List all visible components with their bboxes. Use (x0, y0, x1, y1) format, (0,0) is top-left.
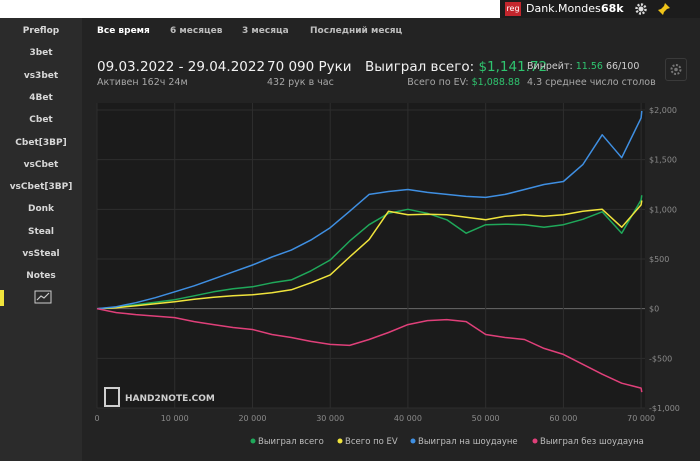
gear (670, 64, 682, 75)
won-total: Выиграл всего: $1,141.72 (365, 59, 547, 75)
hand-count: 68k (601, 2, 624, 15)
y-tick-label: $0 (649, 305, 659, 314)
x-tick-label: 70 000 (627, 414, 655, 423)
sidebar-item[interactable]: Cbet (29, 115, 53, 126)
x-tick-label: 30 000 (316, 414, 344, 423)
x-tick-label: 20 000 (238, 414, 266, 423)
user-name[interactable]: Dank.Mondes (526, 2, 601, 15)
icon-line (36, 292, 50, 301)
sidebar-item[interactable]: Steal (27, 226, 55, 237)
sidebar-item[interactable]: vsCbet (23, 159, 59, 170)
sidebar-item[interactable]: 3bet (29, 48, 53, 59)
y-tick-label: -$1,000 (649, 404, 680, 413)
legend-label: Выиграл всего (258, 437, 324, 447)
ev-label: Всего по EV: (407, 77, 469, 88)
watermark: HAND2NOTE.COM (125, 394, 215, 404)
settings-button[interactable] (665, 58, 687, 81)
sidebar-item[interactable]: Preflop (22, 26, 60, 36)
sidebar-item[interactable]: vsCbet[3BP] (9, 182, 73, 193)
sidebar-item[interactable]: 4Bet (29, 92, 53, 103)
period: 09.03.2022 - 29.04.2022 (97, 59, 266, 75)
hands-per-hour: 432 рук в час (267, 77, 334, 88)
y-tick-label: $500 (649, 255, 669, 264)
winrate-label: Винрейт: (527, 61, 573, 72)
pin-icon[interactable] (657, 2, 671, 16)
chart-icon[interactable] (34, 290, 52, 304)
ev-total: Всего по EV: $1,088.88 (407, 77, 520, 88)
active-marker (0, 290, 4, 306)
sidebar-item[interactable]: vsSteal (22, 249, 60, 259)
legend-dot (337, 438, 343, 444)
badge: reg (505, 2, 521, 16)
legend-label: Всего по EV (345, 437, 398, 447)
x-tick-label: 60 000 (549, 414, 577, 423)
icon-frame (34, 290, 52, 304)
y-tick-label: -$500 (649, 354, 672, 363)
gear (635, 3, 647, 15)
avg-tables: 4.3 среднее число столов (527, 77, 656, 88)
won-label: Выиграл всего: (365, 59, 475, 75)
ev-value: $1,088.88 (471, 77, 520, 88)
sidebar-item[interactable]: Donk (27, 204, 55, 215)
gear-core (674, 67, 678, 72)
sidebar-item[interactable]: Notes (26, 271, 56, 282)
legend-dot (532, 438, 538, 444)
x-tick-label: 0 (94, 414, 99, 423)
sidebar-item[interactable]: Cbet[3BP] (15, 137, 67, 148)
series-line (96, 307, 643, 393)
y-tick-label: $1,500 (649, 156, 677, 165)
y-tick-label: $2,000 (649, 106, 677, 115)
x-tick-label: 40 000 (394, 414, 422, 423)
hands: 70 090 Руки (267, 59, 352, 75)
legend-label: Выиграл без шоудауна (540, 437, 644, 447)
watermark-logo (104, 387, 120, 407)
legend-dot (250, 438, 256, 444)
plot-background (97, 103, 645, 408)
x-tick-label: 50 000 (472, 414, 500, 423)
y-tick-label: $1,000 (649, 205, 677, 214)
winrate: Винрейт: 11.56 66/100 (527, 61, 639, 72)
winrate-value: 11.56 (575, 61, 603, 72)
sidebar (0, 18, 82, 461)
series-line (96, 110, 643, 310)
tab[interactable]: Все время (97, 26, 150, 36)
won-value: $1,141.72 (478, 59, 548, 75)
tab[interactable]: 6 месяцев (170, 26, 223, 36)
legend-label: Выиграл на шоудауне (418, 437, 518, 447)
sidebar-item[interactable]: vs3bet (23, 70, 59, 81)
gear-core (638, 6, 644, 12)
x-tick-label: 10 000 (161, 414, 189, 423)
tab[interactable]: 3 месяца (242, 26, 289, 36)
active-time: Активен 162ч 24м (97, 77, 188, 88)
pin (658, 3, 670, 15)
chart: -$1,000 -$500 $0 $500 $1,000 $1,500 $2,000 0 10 … (94, 103, 680, 447)
series-line (96, 200, 643, 310)
settings-button-icon (670, 64, 682, 75)
tab[interactable]: Последний месяц (310, 26, 403, 36)
series-line (96, 195, 643, 310)
settings-icon[interactable] (634, 2, 648, 16)
sidebar-items: Preflop 3bet vs3bet 4Bet Cbet Cbet[3BP] vsCbet… (0, 18, 82, 461)
legend-dot (410, 438, 416, 444)
top-bar: reg Dank.Mondes 68k (500, 0, 700, 18)
winrate-unit: 66/100 (605, 61, 640, 72)
